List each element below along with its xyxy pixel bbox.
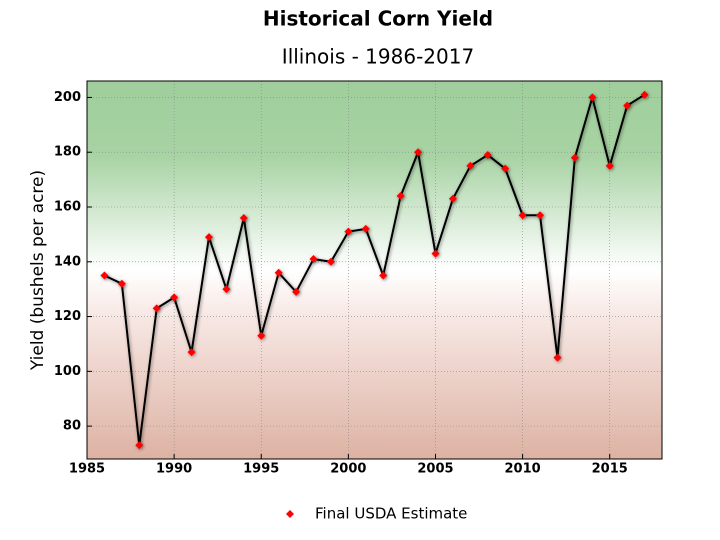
data-point: [361, 224, 370, 233]
data-point: [483, 150, 492, 159]
data-point: [344, 227, 353, 236]
data-point: [431, 249, 440, 258]
x-tick-label: 2015: [592, 462, 628, 477]
data-point: [274, 268, 283, 277]
data-point: [117, 279, 126, 288]
data-point: [414, 148, 423, 157]
data-point: [553, 353, 562, 362]
x-tick-label: 1990: [156, 462, 192, 477]
legend-label: Final USDA Estimate: [315, 505, 467, 523]
data-point: [239, 213, 248, 222]
y-axis-label: Yield (bushels per acre): [28, 170, 48, 371]
data-point: [379, 271, 388, 280]
series-line: [103, 93, 646, 446]
data-point: [204, 233, 213, 242]
data-point: [640, 90, 649, 99]
x-tick-label: 2010: [505, 462, 541, 477]
chart-title: Historical Corn Yield: [263, 7, 493, 31]
x-tick-label: 2005: [417, 462, 453, 477]
data-point: [100, 271, 109, 280]
data-point: [135, 441, 144, 450]
data-point: [466, 161, 475, 170]
y-tick-label: 180: [54, 145, 81, 160]
x-tick-label: 1985: [69, 462, 105, 477]
data-point: [588, 93, 597, 102]
legend-marker: [286, 510, 294, 518]
data-point: [536, 211, 545, 220]
y-tick-label: 100: [54, 364, 81, 379]
data-point: [152, 304, 161, 313]
y-tick-label: 140: [54, 254, 81, 269]
plot-background: [87, 81, 662, 459]
plot-frame: [86, 80, 663, 460]
x-tick-label: 2000: [330, 462, 366, 477]
data-point: [326, 257, 335, 266]
chart-subtitle: Illinois - 1986-2017: [282, 45, 474, 69]
data-point: [170, 293, 179, 302]
data-point: [292, 287, 301, 296]
y-tick-label: 160: [54, 200, 81, 215]
x-tick-label: 1995: [243, 462, 279, 477]
data-point: [448, 194, 457, 203]
y-tick-label: 200: [54, 90, 81, 105]
data-point: [501, 164, 510, 173]
y-tick-label: 80: [63, 419, 81, 434]
data-point: [396, 192, 405, 201]
data-point: [309, 255, 318, 264]
data-point: [518, 211, 527, 220]
y-tick-label: 120: [54, 309, 81, 324]
data-point: [623, 101, 632, 110]
data-point: [187, 348, 196, 357]
data-point: [605, 161, 614, 170]
data-point: [257, 331, 266, 340]
data-point: [570, 153, 579, 162]
data-point: [222, 285, 231, 294]
